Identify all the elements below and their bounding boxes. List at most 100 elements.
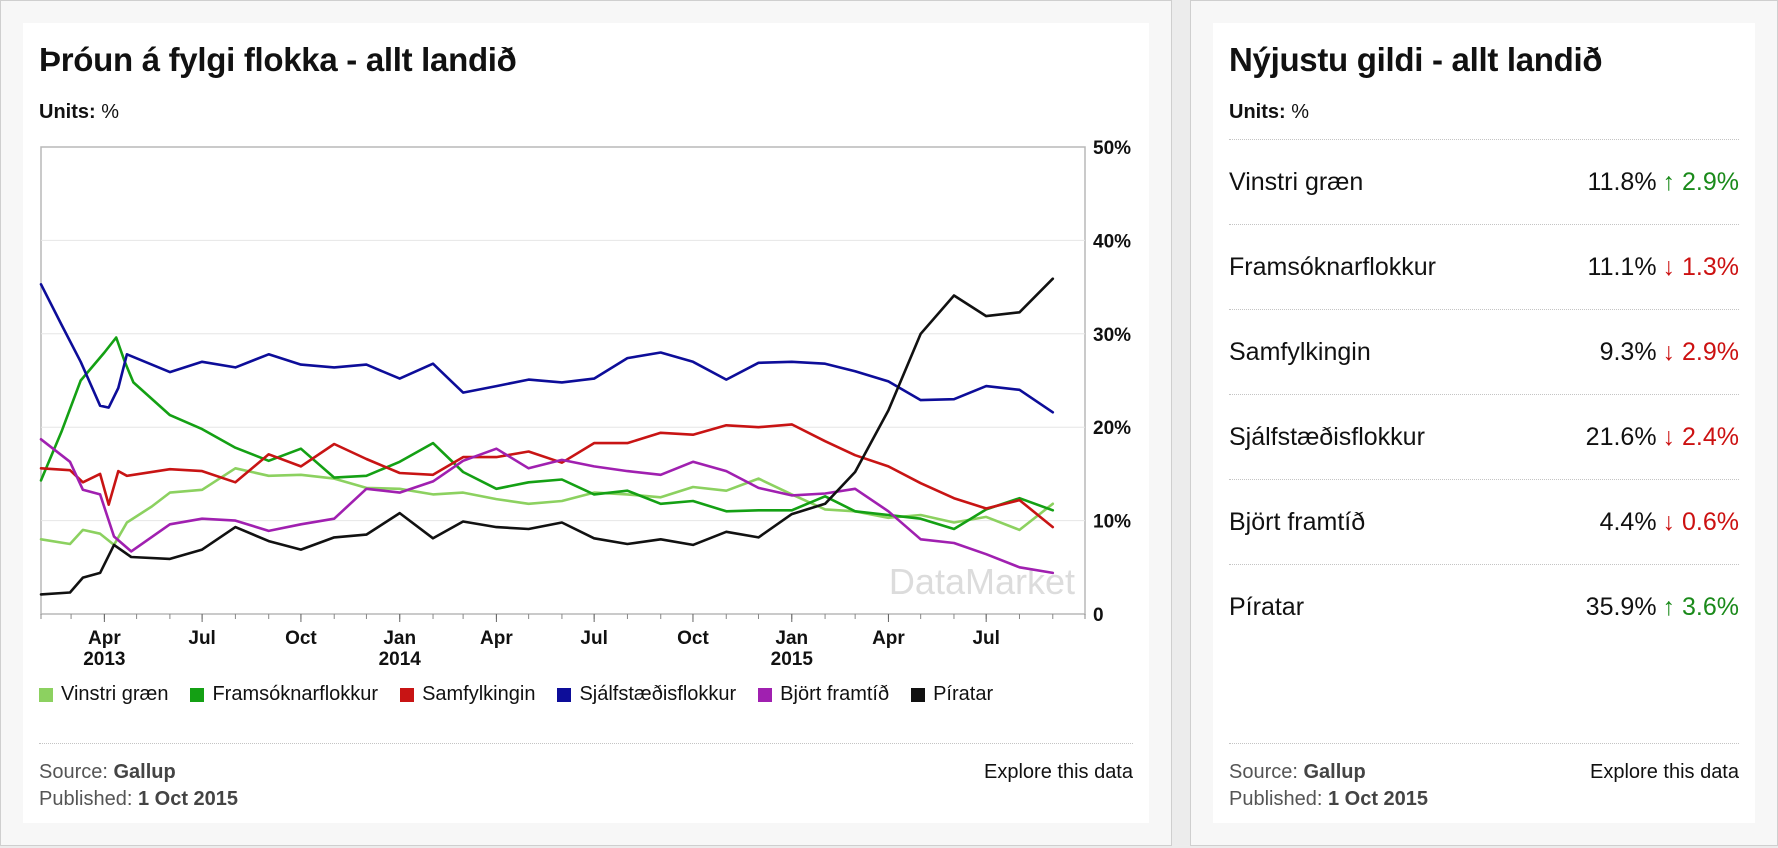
current-value: 35.9% xyxy=(1585,593,1657,621)
legend-swatch xyxy=(400,687,415,702)
legend-item[interactable]: Píratar xyxy=(911,683,993,706)
party-name: Framsóknarflokkur xyxy=(1229,253,1436,281)
series-line xyxy=(39,277,1055,596)
party-value: 21.6% ↓ 2.4% xyxy=(1586,423,1739,452)
source-value: Gallup xyxy=(113,761,176,783)
current-value: 4.4% xyxy=(1599,508,1657,536)
watermark: DataMarket xyxy=(889,561,1075,602)
party-value: 9.3% ↓ 2.9% xyxy=(1600,338,1739,367)
party-name: Björt framtíð xyxy=(1229,508,1366,536)
x-tick-label: Jul xyxy=(188,628,215,649)
source-value: Gallup xyxy=(1303,761,1366,783)
current-value: 11.1% xyxy=(1587,253,1657,281)
footer-divider xyxy=(39,743,1133,744)
source-info: Source: Gallup Published: 1 Oct 2015 xyxy=(1229,759,1428,813)
latest-values-title: Nýjustu gildi - allt landið xyxy=(1229,41,1603,78)
source-label: Source: xyxy=(39,761,108,783)
x-tick-label: Apr xyxy=(872,628,905,649)
x-tick-label: Oct xyxy=(677,628,709,649)
latest-value-row: Framsóknarflokkur 11.1% ↓ 1.3% xyxy=(1229,224,1739,309)
series-line xyxy=(39,423,1055,529)
legend-label: Björt framtíð xyxy=(780,683,890,705)
party-value: 11.1% ↓ 1.3% xyxy=(1588,253,1739,282)
latest-values-panel-body xyxy=(1213,23,1755,823)
legend-item[interactable]: Björt framtíð xyxy=(758,683,889,706)
latest-value-row: Píratar 35.9% ↑ 3.6% xyxy=(1229,564,1739,649)
chart-title: Þróun á fylgi flokka - allt landið xyxy=(39,41,517,78)
y-tick-label: 0 xyxy=(1093,605,1104,626)
change-down-indicator: ↓ 2.4% xyxy=(1662,423,1739,451)
units-value: % xyxy=(101,101,120,123)
party-name: Sjálfstæðisflokkur xyxy=(1229,423,1425,451)
units-label: Units: % xyxy=(1229,101,1309,124)
legend-swatch xyxy=(190,687,205,702)
y-tick-label: 40% xyxy=(1093,231,1131,252)
series-line xyxy=(39,336,1055,531)
legend-label: Framsóknarflokkur xyxy=(212,683,379,705)
units-label: Units: % xyxy=(39,101,119,124)
published-value: 1 Oct 2015 xyxy=(137,788,239,810)
latest-value-row: Vinstri græn 11.8% ↑ 2.9% xyxy=(1229,139,1739,224)
published-value: 1 Oct 2015 xyxy=(1327,788,1429,810)
x-tick-year-label: 2015 xyxy=(771,649,814,670)
latest-value-row: Samfylkingin 9.3% ↓ 2.9% xyxy=(1229,309,1739,394)
legend-item[interactable]: Vinstri græn xyxy=(39,683,168,706)
current-value: 11.8% xyxy=(1587,168,1657,196)
latest-value-row: Björt framtíð 4.4% ↓ 0.6% xyxy=(1229,479,1739,564)
current-value: 21.6% xyxy=(1585,423,1657,451)
x-tick-year-label: 2013 xyxy=(83,649,125,670)
footer-divider xyxy=(1229,743,1739,744)
units-key: Units: xyxy=(1229,101,1286,123)
latest-value-row: Sjálfstæðisflokkur 21.6% ↓ 2.4% xyxy=(1229,394,1739,479)
x-tick-label: Oct xyxy=(285,628,317,649)
legend-item[interactable]: Framsóknarflokkur xyxy=(190,683,378,706)
legend-label: Píratar xyxy=(933,683,994,705)
party-value: 35.9% ↑ 3.6% xyxy=(1586,593,1739,622)
party-name: Vinstri græn xyxy=(1229,168,1364,196)
party-value: 4.4% ↓ 0.6% xyxy=(1600,508,1739,537)
party-name: Samfylkingin xyxy=(1229,338,1371,366)
legend-swatch xyxy=(911,687,926,702)
change-down-indicator: ↓ 1.3% xyxy=(1662,253,1739,281)
legend-item[interactable]: Sjálfstæðisflokkur xyxy=(557,683,736,706)
y-tick-label: 10% xyxy=(1093,512,1131,533)
change-down-indicator: ↓ 2.9% xyxy=(1662,338,1739,366)
published-label: Published: xyxy=(1229,788,1323,810)
trend-panel: Þróun á fylgi flokka - allt landið Units… xyxy=(0,0,1172,846)
x-tick-year-label: 2014 xyxy=(379,649,422,670)
legend-label: Sjálfstæðisflokkur xyxy=(579,683,737,705)
source-label: Source: xyxy=(1229,761,1298,783)
units-value: % xyxy=(1291,101,1310,123)
published-label: Published: xyxy=(39,788,133,810)
latest-values-panel: Nýjustu gildi - allt landið Units: % Vin… xyxy=(1190,0,1778,846)
series-line xyxy=(39,437,1055,575)
plot-area xyxy=(40,146,1086,615)
x-tick-label: Apr xyxy=(480,628,513,649)
source-info: Source: Gallup Published: 1 Oct 2015 xyxy=(39,759,238,813)
latest-values-list: Vinstri græn 11.8% ↑ 2.9% Framsóknarflokkur… xyxy=(1229,139,1739,649)
x-tick-label: Jan xyxy=(383,628,416,649)
legend-swatch xyxy=(557,687,572,702)
explore-link[interactable]: Explore this data xyxy=(984,761,1133,783)
legend-label: Vinstri græn xyxy=(61,683,169,705)
change-up-indicator: ↑ 3.6% xyxy=(1662,593,1739,621)
x-tick-label: Apr xyxy=(88,628,121,649)
chart-legend: Vinstri græn Framsóknarflokkur Samfylkingi… xyxy=(39,683,1015,706)
party-name: Píratar xyxy=(1229,593,1305,621)
change-up-indicator: ↑ 2.9% xyxy=(1662,168,1739,196)
x-tick-label: Jul xyxy=(580,628,607,649)
x-tick-label: Jan xyxy=(775,628,808,649)
x-tick-label: Jul xyxy=(972,628,999,649)
legend-label: Samfylkingin xyxy=(422,683,536,705)
legend-swatch xyxy=(758,687,773,702)
series-line xyxy=(39,282,1055,414)
legend-item[interactable]: Samfylkingin xyxy=(400,683,535,706)
y-tick-label: 20% xyxy=(1093,418,1131,439)
legend-swatch xyxy=(39,687,53,702)
y-tick-label: 30% xyxy=(1093,325,1131,346)
current-value: 9.3% xyxy=(1599,338,1657,366)
explore-link[interactable]: Explore this data xyxy=(1590,761,1739,783)
party-value: 11.8% ↑ 2.9% xyxy=(1588,168,1739,197)
y-tick-label: 50% xyxy=(1093,138,1131,159)
